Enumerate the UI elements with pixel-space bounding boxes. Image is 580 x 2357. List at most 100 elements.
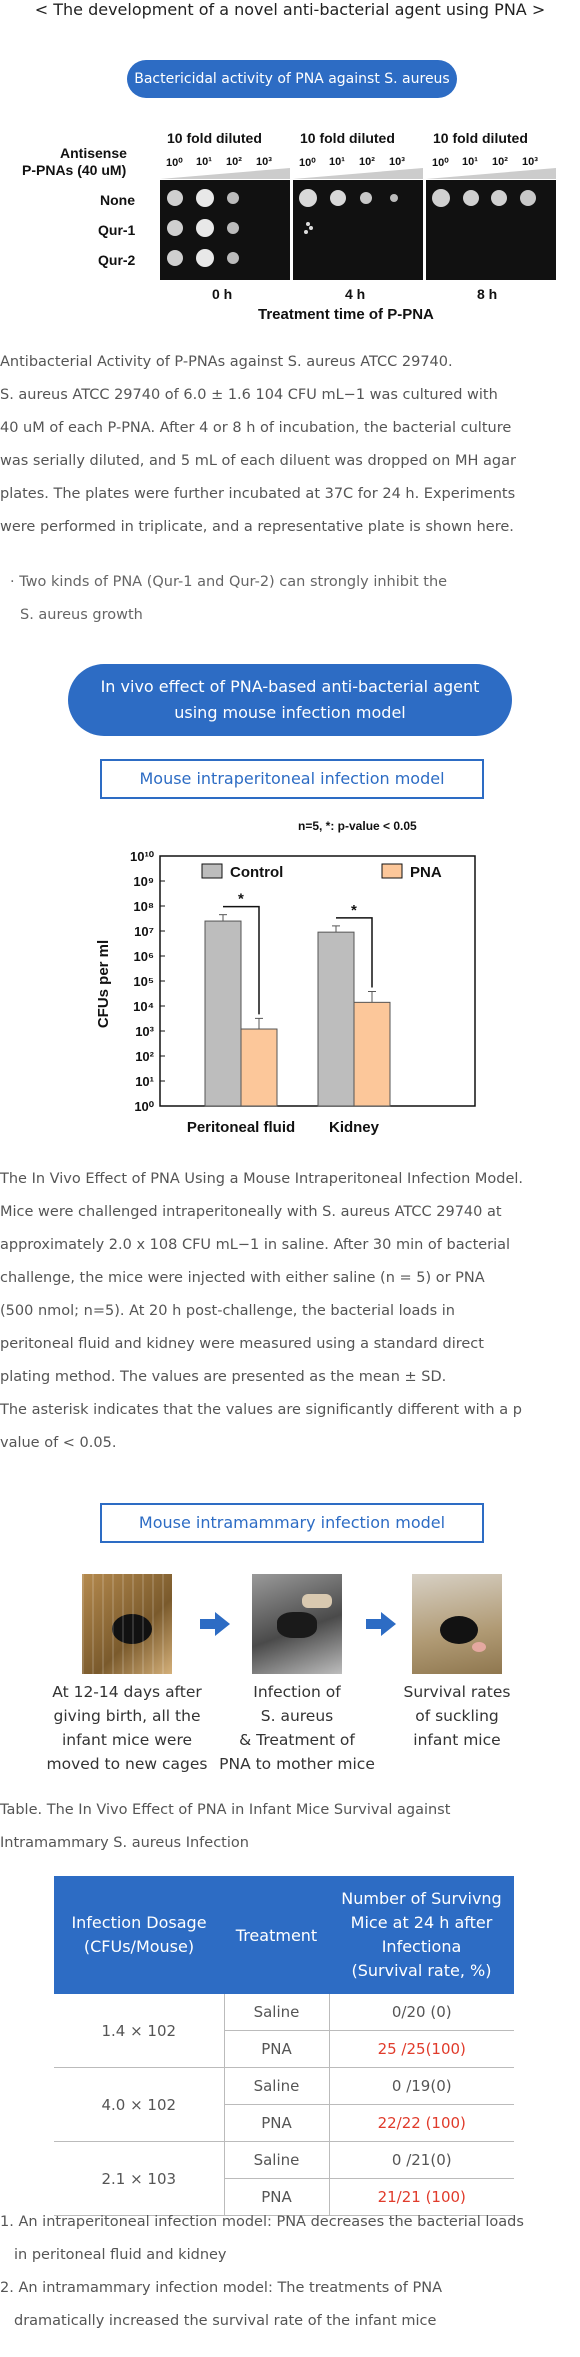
dilution-label: 10 fold diluted xyxy=(300,130,395,146)
dilution-tick-label: 10² xyxy=(492,156,508,168)
result-cell: 25 /25(100) xyxy=(329,2030,514,2068)
table-row: PNA 22/22 (100) xyxy=(54,2104,514,2142)
dilution-wedge-icon xyxy=(426,168,556,179)
caption-line: The In Vivo Effect of PNA Using a Mouse … xyxy=(0,1171,524,1187)
colony-spot xyxy=(520,190,536,206)
step-line: At 12-14 days after xyxy=(52,1683,202,1701)
dose-cell: 2.1 × 103 xyxy=(54,2141,225,2216)
dose-cell: 4.0 × 102 xyxy=(54,2067,225,2142)
colony-spot xyxy=(196,249,214,267)
table-row: PNA 25 /25(100) xyxy=(54,2030,514,2068)
caption-line: approximately 2.0 x 108 CFU mL−1 in sali… xyxy=(0,1237,511,1253)
colony-spot xyxy=(227,192,239,204)
step-text-2: Infection of S. aureus & Treatment of PN… xyxy=(212,1680,382,1776)
treatment-cell: Saline xyxy=(224,2067,330,2105)
bar xyxy=(353,1001,391,1107)
step-line: of suckling xyxy=(415,1707,499,1725)
caption-line: (500 nmol; n=5). At 20 h post-challenge,… xyxy=(0,1303,455,1319)
section-pill-in-vivo: In vivo effect of PNA-based anti-bacteri… xyxy=(68,664,512,736)
y-tick-label: 10⁹ xyxy=(133,874,154,889)
result-cell: 0 /21(0) xyxy=(329,2141,514,2179)
caption-line: were performed in triplicate, and a repr… xyxy=(0,519,514,535)
legend-label: Control xyxy=(230,864,283,881)
table-row: 4.0 × 102 Saline 0 /19(0) xyxy=(54,2067,514,2142)
dilution-tick-label: 10¹ xyxy=(196,156,212,168)
result-cell: 22/22 (100) xyxy=(329,2104,514,2142)
table-header-survival: Number of Survivng Mice at 24 h after In… xyxy=(329,1876,514,1994)
step-photo-1 xyxy=(82,1574,172,1674)
colony-spot xyxy=(432,189,450,207)
colony-spot xyxy=(463,190,479,206)
caption-line: peritoneal fluid and kidney were measure… xyxy=(0,1336,484,1352)
caption-line: plates. The plates were further incubate… xyxy=(0,486,516,502)
conclusions: 1. An intraperitoneal infection model: P… xyxy=(0,2206,580,2338)
conclusion-line: 1. An intraperitoneal infection model: P… xyxy=(0,2214,524,2230)
row-label-qur1: Qur-1 xyxy=(98,222,136,238)
row-header-antisense: Antisense xyxy=(60,145,127,161)
row-header-ppna: P-PNAs (40 uM) xyxy=(22,162,127,178)
caption-line: Table. The In Vivo Effect of PNA in Infa… xyxy=(0,1802,451,1818)
significance-mark: * xyxy=(351,902,357,919)
result-cell: 0/20 (0) xyxy=(329,1994,514,2031)
pill-line: In vivo effect of PNA-based anti-bacteri… xyxy=(100,677,480,696)
y-tick-label: 10¹ xyxy=(135,1074,154,1089)
caption-line: plating method. The values are presented… xyxy=(0,1369,447,1385)
dilution-label: 10 fold diluted xyxy=(167,130,262,146)
step-text-3: Survival rates of suckling infant mice xyxy=(382,1680,532,1752)
step-line: & Treatment of xyxy=(239,1731,355,1749)
colony-spot xyxy=(330,190,346,206)
table-header-treatment: Treatment xyxy=(224,1876,329,1994)
table-row: 2.1 × 103 Saline 0 /21(0) xyxy=(54,2141,514,2216)
y-tick-label: 10⁰ xyxy=(134,1099,154,1114)
conclusion-line: 2. An intramammary infection model: The … xyxy=(0,2280,443,2296)
step-line: infant mice were xyxy=(61,1731,193,1749)
colony-spot xyxy=(167,220,183,236)
bar-chart: n=5, *: p-value < 0.05 10⁰ 10¹ 10² 10³ 10⁴ 10⁵… xyxy=(95,819,476,1136)
caption-line: Antibacterial Activity of P-PNAs against… xyxy=(0,354,453,370)
y-tick-label: 10⁴ xyxy=(133,999,154,1014)
step-line: PNA to mother mice xyxy=(219,1755,375,1773)
conclusion-line: dramatically increased the survival rate… xyxy=(14,2313,437,2329)
significance-mark: * xyxy=(238,891,244,908)
step-line: Survival rates xyxy=(403,1683,511,1701)
section-pill-bactericidal: Bactericidal activity of PNA against S. … xyxy=(127,60,457,98)
treatment-cell: PNA xyxy=(224,2030,330,2068)
table-row: PNA 21/21 (100) xyxy=(54,2178,514,2216)
step-photo-3 xyxy=(412,1574,502,1674)
chart-title: n=5, *: p-value < 0.05 xyxy=(298,819,417,833)
y-tick-label: 10⁸ xyxy=(133,899,154,914)
colony-spot xyxy=(306,222,310,226)
treatment-cell: Saline xyxy=(224,2141,330,2179)
bullet-note: · Two kinds of PNA (Qur-1 and Qur-2) can… xyxy=(10,566,580,632)
colony-spot xyxy=(299,189,317,207)
timepoint-8h: 8 h xyxy=(477,286,498,302)
step-line: S. aureus xyxy=(260,1707,334,1725)
step-line: Infection of xyxy=(253,1683,341,1701)
y-tick-label: 10³ xyxy=(135,1024,154,1039)
timepoint-4h: 4 h xyxy=(345,286,366,302)
arrow-right-icon xyxy=(366,1612,396,1636)
dilution-tick-label: 10³ xyxy=(522,156,538,168)
dilution-tick-label: 10⁰ xyxy=(166,157,183,169)
dilution-tick-label: 10⁰ xyxy=(299,157,316,169)
caption-line: Mice were challenged intraperitoneally w… xyxy=(0,1204,502,1220)
bar xyxy=(204,920,242,1107)
dilution-tick-label: 10¹ xyxy=(462,156,478,168)
step-text-1: At 12-14 days after giving birth, all th… xyxy=(42,1680,212,1776)
y-axis-label: CFUs per ml xyxy=(95,940,112,1028)
arrow-right-icon xyxy=(200,1612,230,1636)
caption-line: S. aureus ATCC 29740 of 6.0 ± 1.6 104 CF… xyxy=(0,387,498,403)
bullet-line: S. aureus growth xyxy=(20,607,143,623)
dilution-wedge-icon xyxy=(160,168,290,179)
row-label-qur2: Qur-2 xyxy=(98,252,136,268)
caption-line: The asterisk indicates that the values a… xyxy=(0,1402,522,1418)
colony-spot xyxy=(309,226,313,230)
y-tick-label: 10⁵ xyxy=(133,974,154,989)
colony-spot xyxy=(491,190,507,206)
table-caption: Table. The In Vivo Effect of PNA in Infa… xyxy=(0,1794,580,1860)
dilution-tick-label: 10¹ xyxy=(329,156,345,168)
table-header-dosage: Infection Dosage (CFUs/Mouse) xyxy=(54,1876,224,1994)
timepoint-0h: 0 h xyxy=(212,286,233,302)
treatment-cell: PNA xyxy=(224,2104,330,2142)
row-label-none: None xyxy=(100,192,135,208)
